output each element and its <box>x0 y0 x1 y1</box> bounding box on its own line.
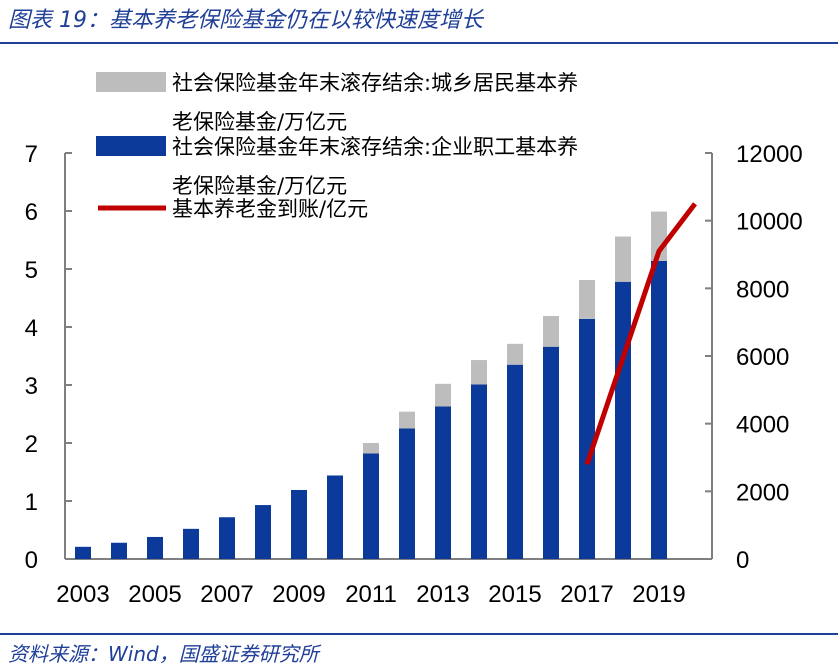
x-tick-label: 2017 <box>560 581 613 608</box>
left-tick-label: 7 <box>25 141 38 168</box>
right-tick-label: 10000 <box>736 209 803 236</box>
bar-enterprise-2008 <box>255 505 271 559</box>
right-tick-label: 6000 <box>736 344 789 371</box>
left-tick-label: 1 <box>25 489 38 516</box>
bar-enterprise-2015 <box>507 364 523 559</box>
pension-arrival-line <box>584 202 697 466</box>
line-series <box>584 202 697 466</box>
bar-resident-2013 <box>435 383 451 407</box>
right-tick-label: 2000 <box>736 479 789 506</box>
left-tick-label: 6 <box>25 199 38 226</box>
bar-enterprise-2017 <box>579 318 595 559</box>
x-tick-label: 2013 <box>416 581 469 608</box>
x-tick-label: 2019 <box>632 581 685 608</box>
x-tick-label: 2015 <box>488 581 541 608</box>
legend-label: 社会保险基金年末滚存结余:企业职工基本养 <box>172 135 578 159</box>
x-tick-label: 2011 <box>345 581 397 608</box>
figure-title: 图表 19：基本养老保险基金仍在以较快速度增长 <box>8 8 483 33</box>
right-tick-label: 12000 <box>736 141 803 168</box>
bar-enterprise-2011 <box>363 453 379 559</box>
bar-enterprise-2006 <box>183 528 199 559</box>
left-tick-label: 3 <box>25 373 38 400</box>
x-tick-label: 2003 <box>56 581 109 608</box>
legend: 社会保险基金年末滚存结余:城乡居民基本养老保险基金/万亿元社会保险基金年末滚存结… <box>96 71 578 221</box>
bar-enterprise-2004 <box>111 542 127 559</box>
left-tick-label: 4 <box>25 315 38 342</box>
legend-swatch-0 <box>96 72 166 92</box>
chart: 0 1 2 3 4 5 6 7 0 2000 4000 6000 8000 10000 12000 2003 2… <box>25 71 803 608</box>
bar-enterprise-2007 <box>219 517 235 559</box>
axes: 0 1 2 3 4 5 6 7 0 2000 4000 6000 8000 10000 12000 2003 2… <box>25 141 803 608</box>
bar-enterprise-2005 <box>147 536 163 559</box>
bar-resident-2014 <box>471 360 487 385</box>
legend-label: 社会保险基金年末滚存结余:城乡居民基本养 <box>172 71 578 95</box>
left-tick-label: 2 <box>25 431 38 458</box>
bar-enterprise-2014 <box>471 384 487 559</box>
bar-resident-2012 <box>399 411 415 429</box>
x-tick-label: 2007 <box>200 581 253 608</box>
bar-enterprise-2016 <box>543 346 559 559</box>
source-rule <box>0 633 838 635</box>
bar-resident-2011 <box>363 443 379 454</box>
legend-label: 基本养老金到账/亿元 <box>172 197 368 221</box>
bars <box>75 211 667 559</box>
legend-label-cont: 老保险基金/万亿元 <box>172 110 347 134</box>
bar-enterprise-2009 <box>291 489 307 559</box>
title-rule <box>0 42 838 44</box>
bar-enterprise-2003 <box>75 546 91 559</box>
bar-enterprise-2010 <box>327 475 343 559</box>
left-tick-label: 0 <box>25 547 38 574</box>
bar-resident-2015 <box>507 343 523 365</box>
bar-resident-2018 <box>615 236 631 282</box>
bar-enterprise-2013 <box>435 406 451 559</box>
bar-resident-2017 <box>579 280 595 319</box>
legend-label-cont: 老保险基金/万亿元 <box>172 174 347 198</box>
left-tick-label: 5 <box>25 257 38 284</box>
right-tick-label: 4000 <box>736 412 789 439</box>
x-tick-label: 2009 <box>272 581 325 608</box>
bar-resident-2016 <box>543 315 559 347</box>
legend-swatch-1 <box>96 136 166 156</box>
bar-enterprise-2019 <box>651 260 667 559</box>
x-tick-label: 2005 <box>128 581 181 608</box>
bar-enterprise-2018 <box>615 281 631 559</box>
bar-enterprise-2012 <box>399 428 415 559</box>
right-tick-label: 0 <box>736 547 749 574</box>
right-tick-label: 8000 <box>736 276 789 303</box>
source-note: 资料来源：Wind，国盛证券研究所 <box>8 642 319 666</box>
